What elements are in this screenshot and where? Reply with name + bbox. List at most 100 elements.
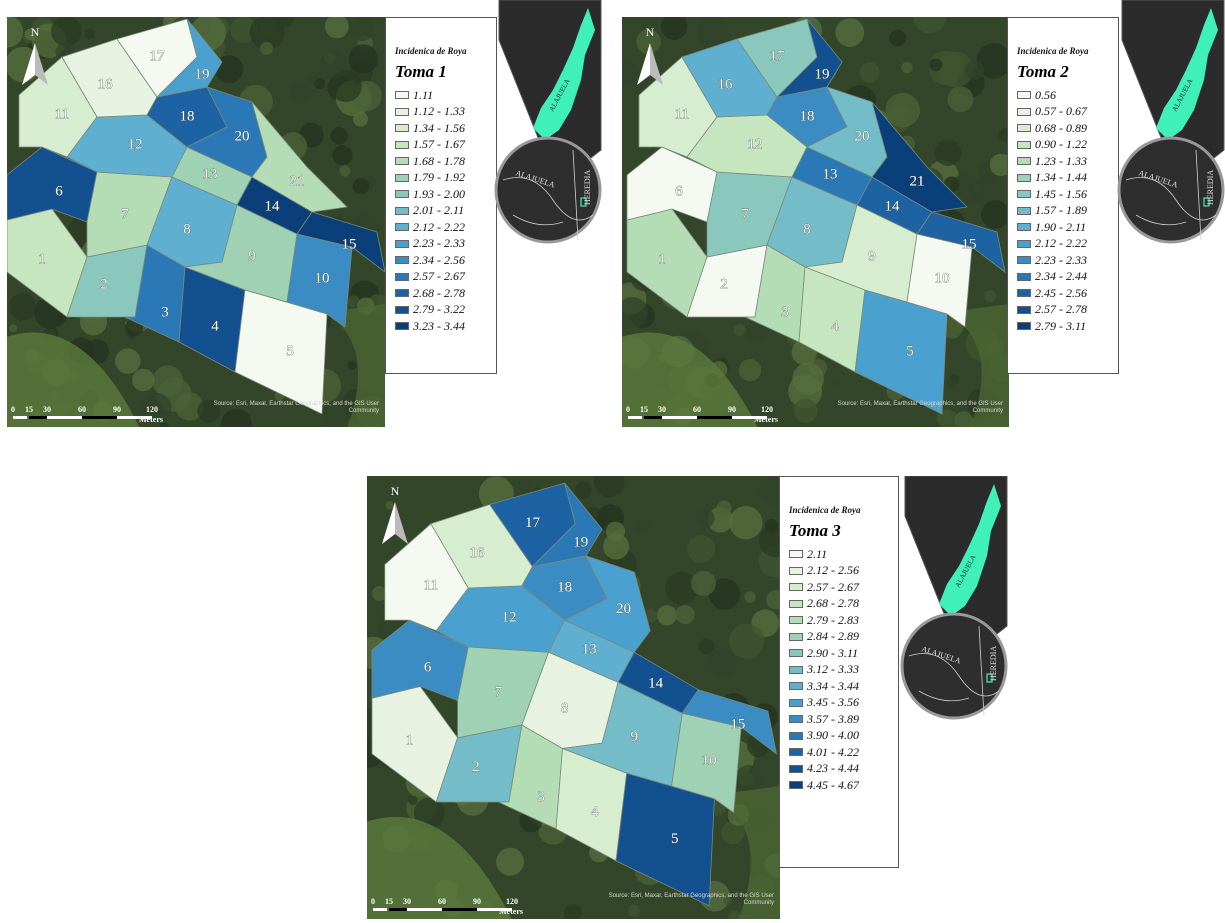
canopy-patch [695, 508, 715, 528]
legend-label: 1.23 - 1.33 [1035, 153, 1087, 168]
legend-label: 1.34 - 1.44 [1035, 170, 1087, 185]
legend-swatch [1017, 305, 1031, 314]
plot-label-2: 2 [100, 276, 108, 292]
plot-label-9: 9 [868, 248, 876, 264]
legend-swatch [789, 583, 803, 592]
legend-swatch [1017, 173, 1031, 182]
legend-item: 0.90 - 1.22 [1017, 137, 1112, 154]
plot-label-9: 9 [248, 248, 256, 264]
plot-21[interactable] [871, 101, 968, 213]
legend-item: 1.57 - 1.67 [395, 137, 490, 154]
inset-district-shape [533, 8, 595, 140]
satellite-map[interactable]: 1 2 3 4 5 6 7 8 9 10 11 12 13 14 15 16 17 18 19 20 N Source… [367, 476, 780, 919]
scale-tick: 30 [403, 897, 411, 906]
scale-segment [82, 416, 117, 419]
plot-19[interactable] [531, 482, 603, 568]
legend-item: 2.11 [789, 546, 892, 563]
north-arrow-icon [637, 43, 663, 85]
scale-tick: 60 [78, 405, 86, 414]
plot-label-13: 13 [582, 642, 597, 658]
canopy-patch [197, 399, 221, 423]
scale-segment [644, 416, 662, 419]
scale-tick: 0 [626, 405, 630, 414]
canopy-patch [324, 17, 349, 39]
canopy-patch [889, 29, 907, 47]
satellite-map[interactable]: 1 2 3 4 5 6 7 8 9 10 11 12 13 14 15 16 17 18 19 20 21 N Sour… [622, 17, 1009, 427]
plot-15[interactable] [296, 211, 385, 273]
legend-swatch [395, 256, 409, 265]
canopy-patch [729, 506, 763, 540]
legend-label: 0.68 - 0.89 [1035, 120, 1087, 135]
legend-label: 1.34 - 1.56 [413, 120, 465, 135]
canopy-patch [517, 478, 531, 492]
scale-segment [697, 416, 732, 419]
canopy-patch [788, 374, 823, 409]
legend-swatch [395, 206, 409, 215]
plot-19[interactable] [775, 18, 843, 98]
plot-15[interactable] [916, 211, 1006, 273]
legend-label: 1.57 - 1.89 [1035, 203, 1087, 218]
legend-label: 2.57 - 2.67 [807, 579, 859, 594]
canopy-patch [766, 590, 780, 610]
canopy-patch [496, 847, 525, 876]
legend-item: 2.57 - 2.67 [789, 579, 892, 596]
canopy-patch [221, 408, 252, 427]
plot-label-19: 19 [815, 66, 830, 82]
scale-tick: 30 [658, 405, 666, 414]
legend-swatch [789, 682, 803, 691]
legend-swatch [789, 748, 803, 757]
canopy-patch [348, 44, 378, 74]
legend-label: 2.34 - 2.56 [413, 252, 465, 267]
legend-label: 2.12 - 2.22 [413, 219, 465, 234]
legend-item: 2.23 - 2.33 [395, 236, 490, 253]
canopy-patch [856, 87, 870, 101]
plot-label-1: 1 [658, 251, 666, 267]
legend-items: 2.11 2.12 - 2.56 2.57 - 2.67 2.68 - 2.78 2.7… [789, 546, 892, 794]
legend-swatch [789, 715, 803, 724]
legend-swatch [789, 781, 803, 790]
legend-swatch [1017, 289, 1031, 298]
plot-label-6: 6 [675, 183, 683, 199]
plot-15[interactable] [681, 689, 778, 755]
legend-swatch [1017, 157, 1031, 166]
satellite-map[interactable]: 1 2 3 4 5 6 7 8 9 10 11 12 13 14 15 16 17 18 19 20 21 N Sour… [7, 17, 385, 427]
legend-item: 4.23 - 4.44 [789, 761, 892, 778]
legend-subtitle: Incidenica de Roya [395, 46, 467, 56]
canopy-patch [793, 398, 818, 423]
legend-label: 2.79 - 2.83 [807, 612, 859, 627]
legend-item: 4.01 - 4.22 [789, 744, 892, 761]
canopy-patch [859, 62, 880, 83]
legend-item: 2.79 - 2.83 [789, 612, 892, 629]
plot-label-4: 4 [211, 318, 219, 334]
plot-label-17: 17 [525, 515, 541, 531]
legend-label: 3.45 - 3.56 [807, 695, 859, 710]
legend-item: 1.12 - 1.33 [395, 104, 490, 121]
legend-subtitle: Incidenica de Roya [789, 505, 861, 515]
plot-21[interactable] [251, 101, 348, 213]
legend-label: 1.45 - 1.56 [1035, 186, 1087, 201]
canopy-patch [349, 17, 374, 41]
canopy-patch [738, 359, 762, 382]
canopy-patch [729, 623, 765, 659]
legend-item: 1.23 - 1.33 [1017, 153, 1112, 170]
legend-label: 3.57 - 3.89 [807, 711, 859, 726]
plot-20[interactable] [563, 555, 651, 653]
plot-label-10: 10 [315, 270, 330, 286]
plot-19[interactable] [155, 18, 223, 98]
canopy-patch [8, 292, 37, 321]
legend-title: Toma 3 [789, 521, 841, 540]
canopy-patch [946, 379, 956, 389]
scale-segment [442, 908, 477, 911]
plot-label-6: 6 [55, 183, 63, 199]
legend-item: 2.34 - 2.56 [395, 252, 490, 269]
canopy-patch [936, 410, 953, 426]
legend-item: 2.12 - 2.22 [1017, 236, 1112, 253]
canopy-patch [976, 43, 1009, 79]
canopy-patch [954, 411, 974, 427]
canopy-patch [352, 178, 370, 195]
legend-swatch [1017, 190, 1031, 199]
field-patch [622, 332, 758, 427]
plot-label-14: 14 [648, 676, 664, 692]
